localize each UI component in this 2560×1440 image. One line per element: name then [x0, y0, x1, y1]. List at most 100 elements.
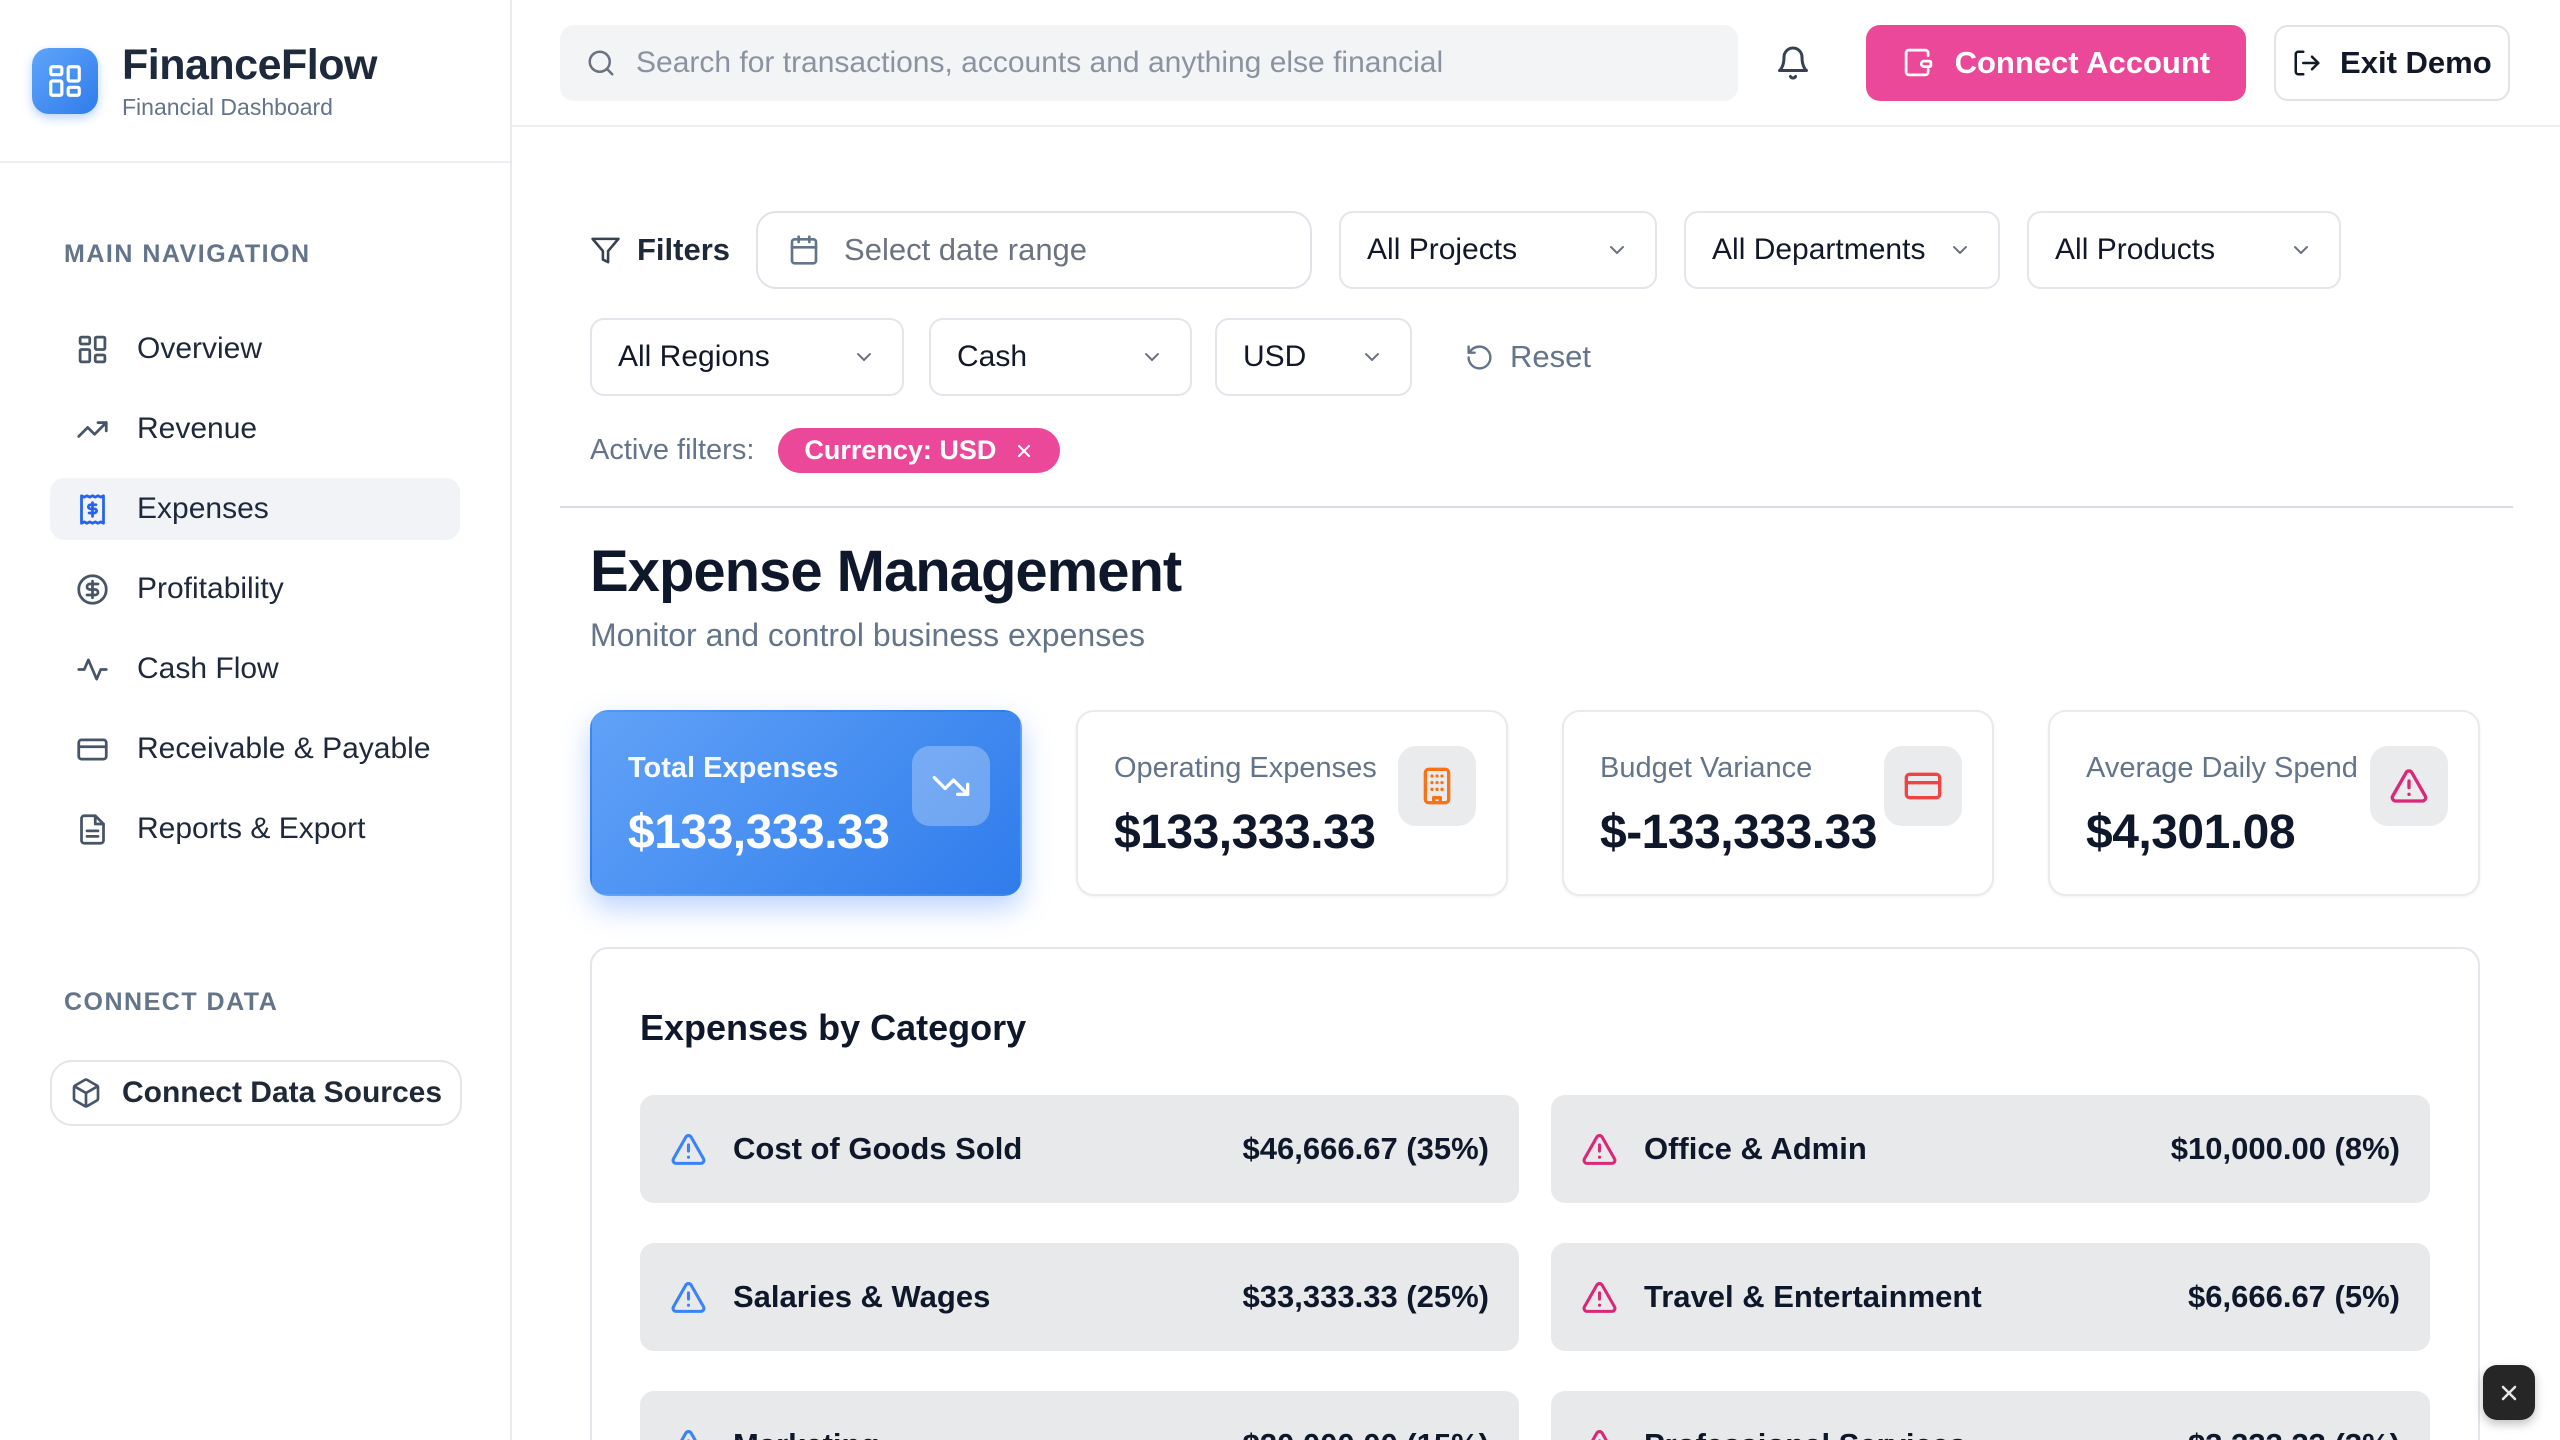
alert-triangle-icon	[1590, 1429, 1609, 1440]
notifications-button[interactable]	[1766, 35, 1820, 91]
search-icon	[588, 50, 614, 75]
credit-card-icon	[77, 738, 108, 760]
sidebar: FinanceFlow Financial Dashboard MAIN NAV…	[0, 0, 512, 1440]
departments-select-value: All Departments	[1712, 233, 1926, 266]
currency-select-value: USD	[1243, 340, 1307, 373]
reset-label: Reset	[1510, 339, 1591, 374]
chevron-down-icon	[2294, 246, 2309, 254]
category-name: Salaries & Wages	[733, 1279, 991, 1314]
currency-filter-chip-label: Currency: USD	[804, 435, 997, 465]
sidebar-item-label: Profitability	[137, 572, 284, 605]
connect-data-sources-button[interactable]: Connect Data Sources	[50, 1060, 462, 1126]
remove-filter-icon[interactable]	[1014, 441, 1034, 461]
connect-data-sources-label: Connect Data Sources	[121, 1076, 443, 1109]
category-value: $20,000.00 (15%)	[1243, 1427, 1489, 1440]
regions-select[interactable]: All Regions	[590, 318, 904, 396]
date-range-input[interactable]: Select date range	[756, 211, 1313, 289]
credit-card-icon	[1904, 772, 1942, 800]
stat-icon-chip	[2370, 746, 2448, 826]
sidebar-item-expenses[interactable]: Expenses	[50, 478, 460, 540]
category-row-salaries-wages[interactable]: Salaries & Wages $33,333.33 (25%)	[640, 1243, 1519, 1351]
exit-demo-button[interactable]: Exit Demo	[2273, 24, 2510, 101]
expenses-by-category-title: Expenses by Category	[640, 1007, 1027, 1048]
stat-label: Operating Expenses	[1114, 752, 1377, 784]
dashboard-icon	[78, 335, 107, 363]
category-row-office-admin[interactable]: Office & Admin $10,000.00 (8%)	[1551, 1095, 2430, 1203]
brand-name: FinanceFlow	[122, 40, 377, 89]
category-row-travel-entertainment[interactable]: Travel & Entertainment $6,666.67 (5%)	[1551, 1243, 2430, 1351]
stat-label: Budget Variance	[1600, 752, 1813, 784]
chevron-down-icon	[1610, 246, 1625, 254]
alert-triangle-icon	[679, 1429, 698, 1440]
alert-triangle-icon	[1582, 1133, 1617, 1165]
sidebar-item-profitability[interactable]: Profitability	[50, 558, 460, 620]
products-select[interactable]: All Products	[2027, 211, 2342, 289]
topbar: Connect Account Exit Demo	[512, 0, 2560, 127]
circle-dollar-icon	[77, 573, 108, 605]
stat-card-budget-variance[interactable]: Budget Variance $-133,333.33	[1562, 710, 1994, 896]
stat-cards: Total Expenses $133,333.33 Operating Exp…	[590, 710, 2480, 896]
category-name: Office & Admin	[1644, 1131, 1867, 1166]
sidebar-item-revenue[interactable]: Revenue	[50, 398, 460, 460]
chevron-down-icon	[1145, 353, 1159, 361]
trending-down-icon	[932, 776, 970, 796]
chevron-down-icon	[1953, 246, 1968, 254]
close-icon	[2501, 1385, 2517, 1400]
package-icon	[72, 1078, 100, 1108]
stat-label: Average Daily Spend	[2086, 752, 2358, 784]
payment-method-select-value: Cash	[957, 340, 1028, 373]
filters-label-group: Filters	[590, 232, 730, 268]
currency-select[interactable]: USD	[1215, 318, 1412, 396]
sidebar-item-overview[interactable]: Overview	[50, 318, 460, 380]
alert-triangle-icon	[2390, 769, 2428, 803]
sidebar-item-label: Expenses	[137, 492, 269, 525]
filters-row-1: Filters Select date range All Projects A…	[590, 211, 2480, 289]
active-filters-label: Active filters:	[590, 434, 755, 466]
search-box	[560, 24, 1738, 101]
category-row-professional-services[interactable]: Professional Services $3,333.33 (3%)	[1551, 1391, 2430, 1440]
bell-icon	[1777, 46, 1808, 79]
stat-card-total-expenses[interactable]: Total Expenses $133,333.33	[590, 710, 1022, 896]
stat-icon-chip	[1884, 746, 1962, 826]
building-icon	[1423, 767, 1451, 805]
sidebar-item-receivable-payable[interactable]: Receivable & Payable	[50, 718, 460, 780]
close-overlay-button[interactable]	[2483, 1365, 2535, 1420]
payment-method-select[interactable]: Cash	[929, 318, 1192, 396]
category-name: Travel & Entertainment	[1644, 1279, 1982, 1314]
category-row-cost-of-goods-sold[interactable]: Cost of Goods Sold $46,666.67 (35%)	[640, 1095, 1519, 1203]
search-input[interactable]	[636, 45, 1712, 80]
filters-label: Filters	[637, 232, 731, 267]
nav-section-header: MAIN NAVIGATION	[64, 240, 311, 268]
stat-label: Total Expenses	[628, 752, 839, 784]
projects-select[interactable]: All Projects	[1339, 211, 1658, 289]
stat-card-operating-expenses[interactable]: Operating Expenses $133,333.33	[1076, 710, 1508, 896]
category-name: Cost of Goods Sold	[733, 1131, 1023, 1166]
sidebar-item-label: Reports & Export	[137, 812, 366, 845]
stat-icon-chip	[912, 746, 990, 826]
stat-value: $133,333.33	[1114, 806, 1376, 859]
rotate-ccw-icon	[1467, 344, 1492, 370]
connect-account-label: Connect Account	[1954, 44, 2211, 80]
category-name: Professional Services	[1644, 1427, 1966, 1440]
reset-filters-button[interactable]: Reset	[1465, 339, 1591, 375]
projects-select-value: All Projects	[1367, 233, 1518, 266]
receipt-icon	[80, 493, 105, 525]
log-out-icon	[2294, 50, 2320, 75]
category-list: Cost of Goods Sold $46,666.67 (35%) Offi…	[640, 1095, 2430, 1440]
app-logo	[32, 47, 98, 114]
page-title: Expense Management	[590, 539, 1182, 604]
departments-select[interactable]: All Departments	[1684, 211, 2001, 289]
sidebar-item-reports-export[interactable]: Reports & Export	[50, 798, 460, 860]
stat-icon-chip	[1398, 746, 1476, 826]
sidebar-item-cash-flow[interactable]: Cash Flow	[50, 638, 460, 700]
chevron-down-icon	[857, 353, 871, 361]
currency-filter-chip[interactable]: Currency: USD	[778, 428, 1061, 473]
stat-card-average-daily-spend[interactable]: Average Daily Spend $4,301.08	[2048, 710, 2480, 896]
wallet-icon	[1904, 48, 1932, 77]
category-row-marketing[interactable]: Marketing $20,000.00 (15%)	[640, 1391, 1519, 1440]
connect-account-button[interactable]: Connect Account	[1865, 24, 2246, 101]
exit-demo-label: Exit Demo	[2340, 44, 2492, 80]
brand-block: FinanceFlow Financial Dashboard	[0, 0, 510, 163]
connect-data-header: CONNECT DATA	[64, 988, 279, 1016]
